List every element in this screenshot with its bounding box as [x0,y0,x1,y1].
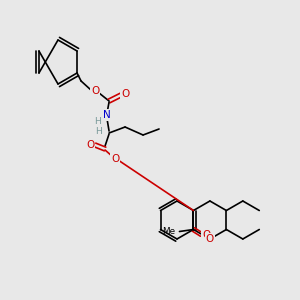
Text: H: H [96,127,103,136]
Text: O: O [121,89,129,99]
Text: O: O [91,86,99,96]
Text: Me: Me [162,227,176,236]
Text: O: O [111,154,119,164]
Text: O: O [86,140,94,150]
Text: H: H [94,116,101,125]
Text: O: O [202,230,211,239]
Text: O: O [206,234,214,244]
Text: N: N [103,110,111,120]
